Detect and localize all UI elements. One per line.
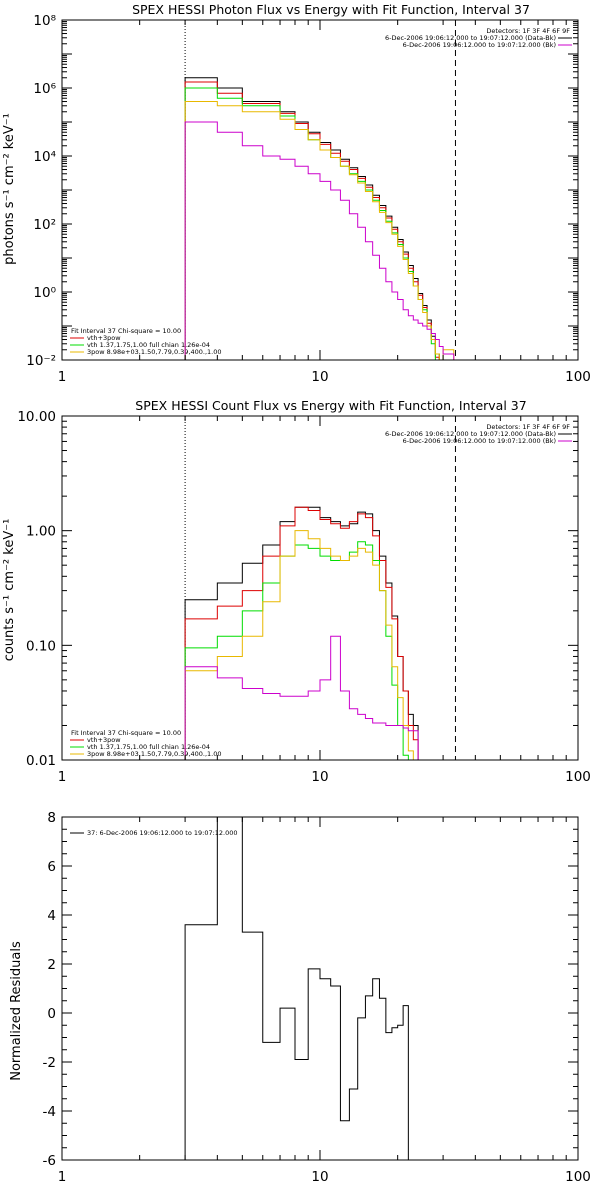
chart-title: SPEX HESSI Count Flux vs Energy with Fit… (135, 398, 526, 413)
plot-frame (61, 415, 579, 761)
y-tick-label: 10⁶ (33, 81, 56, 97)
legend-data-bk: 6-Dec-2006 19:06:12.000 to 19:07:12.000 … (385, 430, 556, 438)
y-tick-label: 1.00 (26, 524, 56, 540)
photon-flux-chart: SPEX HESSI Photon Flux vs Energy with Fi… (2, 2, 591, 385)
series-line-2 (184, 541, 409, 760)
series-group (184, 77, 455, 360)
legend-interval: 37: 6-Dec-2006 19:06:12.000 to 19:07:12.… (87, 829, 238, 837)
y-axis-label: counts s⁻¹ cm⁻² keV⁻¹ (2, 519, 17, 662)
y-tick-label: 10² (33, 217, 56, 233)
plot-frame (61, 19, 579, 361)
y-axis-label: Normalized Residuals (9, 941, 24, 1081)
y-tick-label: 6 (47, 859, 56, 875)
y-axis-label: photons s⁻¹ cm⁻² keV⁻¹ (2, 113, 17, 265)
detectors-label: Detectors: 1F 3F 4F 6F 9F (486, 423, 570, 431)
series-line-4 (184, 121, 455, 360)
series-line-4 (184, 635, 419, 760)
legend-power: 3pow 8.98e+03,1.50,7.79,0.39,400.,1.00 (87, 750, 222, 758)
plot-frame (61, 816, 579, 1161)
y-tick-label: -2 (43, 1055, 56, 1071)
x-tick-label: 10 (311, 1169, 328, 1185)
detectors-label: Detectors: 1F 3F 4F 6F 9F (486, 27, 570, 35)
x-tick-label: 100 (565, 769, 591, 785)
series-line-0 (184, 77, 440, 360)
y-tick-label: 8 (47, 810, 56, 826)
residuals-chart: Normalized Residuals 37: 6-Dec-2006 19:0… (9, 810, 591, 1185)
y-tick-label: 10⁻² (26, 353, 56, 369)
series-line-2 (184, 87, 436, 360)
series-group (184, 817, 409, 1160)
legend-thermal: vth 1.37,1.75,1.00 full chian 1.26e-04 (87, 341, 210, 349)
x-tick-label: 1 (58, 769, 67, 785)
series-line-3 (184, 101, 455, 360)
legend-fit-interval: Fit Interval 37 Chi-square = 10.00 (71, 729, 181, 737)
y-tick-label: 4 (47, 908, 56, 924)
series-line-3 (184, 530, 414, 760)
legend-fit-interval: Fit Interval 37 Chi-square = 10.00 (71, 327, 181, 335)
legend-power: 3pow 8.98e+03,1.50,7.79,0.39,400.,1.00 (87, 348, 222, 356)
x-tick-label: 1 (58, 369, 67, 385)
legend-bk: 6-Dec-2006 19:06:12.000 to 19:07:12.000 … (403, 41, 556, 49)
y-tick-label: 2 (47, 957, 56, 973)
x-tick-label: 100 (565, 1169, 591, 1185)
y-tick-label: 10⁸ (33, 13, 56, 29)
x-tick-label: 100 (565, 369, 591, 385)
count-flux-chart: SPEX HESSI Count Flux vs Energy with Fit… (2, 398, 591, 785)
legend-thermal: vth 1.37,1.75,1.00 full chian 1.26e-04 (87, 743, 210, 751)
series-line-1 (184, 506, 419, 760)
legend-total-fit: vth+3pow (87, 736, 121, 744)
series-line-1 (184, 81, 440, 360)
x-tick-label: 10 (311, 369, 328, 385)
legend-total-fit: vth+3pow (87, 334, 121, 342)
series-group (184, 506, 419, 760)
legend-bk: 6-Dec-2006 19:06:12.000 to 19:07:12.000 … (403, 437, 556, 445)
y-tick-label: 10.00 (17, 409, 56, 425)
chart-title: SPEX HESSI Photon Flux vs Energy with Fi… (132, 2, 530, 17)
y-tick-label: 10⁴ (33, 149, 56, 165)
y-tick-label: 0.10 (26, 638, 56, 654)
y-tick-label: -4 (43, 1104, 56, 1120)
legend-data-bk: 6-Dec-2006 19:06:12.000 to 19:07:12.000 … (385, 34, 556, 42)
series-line-0 (184, 817, 409, 1160)
x-tick-label: 1 (58, 1169, 67, 1185)
y-tick-label: 0.01 (26, 753, 56, 769)
y-tick-label: 0 (47, 1006, 56, 1022)
y-tick-label: -6 (43, 1153, 56, 1169)
y-tick-label: 10⁰ (33, 285, 56, 301)
x-tick-label: 10 (311, 769, 328, 785)
